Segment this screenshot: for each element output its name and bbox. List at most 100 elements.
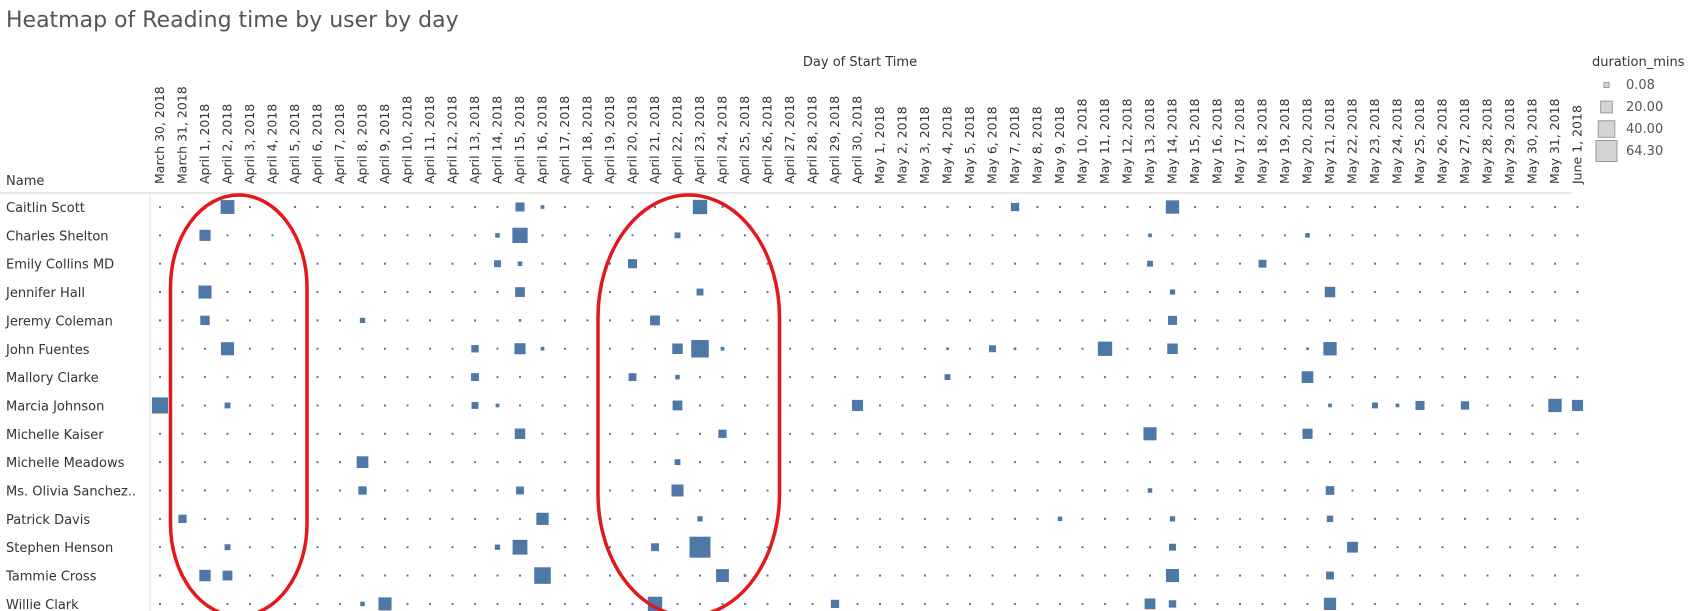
empty-cell-mark (204, 461, 206, 464)
empty-cell-mark (991, 234, 994, 237)
empty-cell-mark (1329, 461, 1331, 464)
empty-cell-mark (1576, 376, 1579, 379)
empty-cell-mark (1464, 546, 1466, 549)
heatmap-cell-mark (1323, 597, 1337, 611)
empty-cell-mark (1306, 489, 1309, 492)
empty-cell-mark (924, 206, 926, 208)
empty-cell-mark (1441, 262, 1444, 265)
empty-cell-mark (901, 574, 904, 577)
empty-cell-mark (1464, 602, 1466, 605)
day-label: April 20, 2018 (625, 96, 640, 184)
heatmap-cell-mark (1167, 343, 1178, 354)
empty-cell-mark (1419, 262, 1421, 265)
empty-cell-mark (609, 461, 611, 464)
heatmap-cell-mark (178, 514, 187, 523)
empty-cell-mark (1171, 234, 1174, 237)
chart-title: Heatmap of Reading time by user by day (6, 8, 459, 33)
empty-cell-mark (1216, 489, 1219, 492)
heatmap-cell-mark (830, 599, 840, 609)
empty-cell-mark (946, 489, 949, 492)
empty-cell-mark (631, 574, 634, 577)
empty-cell-mark (1441, 489, 1444, 492)
empty-cell-mark (1216, 574, 1219, 577)
empty-cell-mark (1036, 517, 1039, 520)
empty-cell-mark (789, 319, 791, 322)
day-label: April 17, 2018 (557, 96, 572, 184)
empty-cell-mark (654, 489, 656, 492)
empty-cell-mark (654, 376, 656, 379)
empty-cell-mark (1014, 574, 1016, 577)
empty-cell-mark (1239, 319, 1241, 322)
empty-cell-mark (969, 206, 971, 208)
empty-cell-mark (1216, 319, 1219, 322)
empty-cell-mark (451, 546, 454, 549)
empty-cell-mark (1194, 489, 1196, 492)
day-label: April 21, 2018 (647, 96, 662, 184)
empty-cell-mark (811, 517, 814, 520)
empty-cell-mark (1576, 432, 1579, 435)
empty-cell-mark (1194, 291, 1196, 294)
empty-cell-mark (271, 461, 274, 464)
empty-cell-mark (901, 319, 904, 322)
empty-cell-mark (519, 461, 521, 464)
empty-cell-mark (406, 546, 409, 549)
empty-cell-mark (1554, 602, 1556, 605)
empty-cell-mark (946, 574, 949, 577)
legend-value: 20.00 (1626, 100, 1663, 115)
empty-cell-mark (1284, 234, 1286, 237)
empty-cell-mark (316, 574, 319, 577)
empty-cell-mark (1576, 262, 1579, 265)
empty-cell-mark (699, 404, 701, 407)
empty-cell-mark (744, 291, 746, 294)
empty-cell-mark (789, 461, 791, 464)
empty-cell-mark (811, 206, 814, 208)
empty-cell-mark (1104, 206, 1106, 208)
empty-cell-mark (1104, 319, 1106, 322)
empty-cell-mark (901, 262, 904, 265)
empty-cell-mark (766, 404, 769, 407)
empty-cell-mark (294, 376, 296, 379)
empty-cell-mark (451, 602, 454, 605)
heatmap-cell-mark (1326, 571, 1334, 580)
empty-cell-mark (564, 262, 566, 265)
empty-cell-mark (856, 546, 859, 549)
heatmap-cell-mark (1147, 260, 1153, 267)
day-label: April 24, 2018 (715, 96, 730, 184)
empty-cell-mark (991, 404, 994, 407)
empty-cell-mark (1104, 432, 1106, 435)
empty-cell-mark (699, 461, 701, 464)
empty-cell-mark (609, 517, 611, 520)
empty-cell-mark (1464, 376, 1466, 379)
empty-cell-mark (586, 319, 589, 322)
empty-cell-mark (1486, 234, 1489, 237)
empty-cell-mark (249, 262, 251, 265)
empty-cell-mark (924, 546, 926, 549)
heatmap-cell-mark (651, 543, 659, 552)
empty-cell-mark (1441, 234, 1444, 237)
empty-cell-mark (181, 319, 184, 322)
empty-cell-mark (474, 432, 476, 435)
row-header: Name (6, 174, 44, 189)
empty-cell-mark (586, 234, 589, 237)
empty-cell-mark (744, 206, 746, 208)
empty-cell-mark (1239, 461, 1241, 464)
name-label: Caitlin Scott (6, 201, 85, 216)
name-label: Emily Collins MD (6, 258, 114, 273)
empty-cell-mark (924, 602, 926, 605)
empty-cell-mark (1441, 291, 1444, 294)
day-label: April 15, 2018 (512, 96, 527, 184)
empty-cell-mark (564, 432, 566, 435)
empty-cell-mark (1104, 376, 1106, 379)
empty-cell-mark (1419, 206, 1421, 208)
empty-cell-mark (496, 376, 499, 379)
legend-swatch (1600, 100, 1613, 114)
empty-cell-mark (541, 404, 544, 407)
name-label: Mallory Clarke (6, 371, 99, 386)
empty-cell-mark (226, 489, 229, 492)
empty-cell-mark (406, 489, 409, 492)
empty-cell-mark (564, 347, 566, 350)
empty-cell-mark (991, 574, 994, 577)
empty-cell-mark (654, 347, 656, 350)
empty-cell-mark (1081, 206, 1084, 208)
empty-cell-mark (1216, 234, 1219, 237)
